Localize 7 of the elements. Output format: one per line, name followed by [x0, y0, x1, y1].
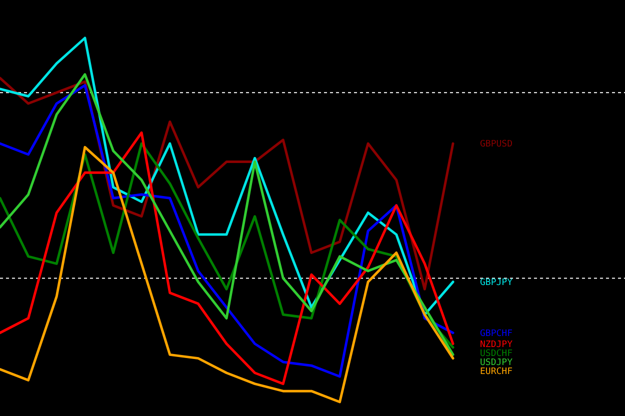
text: NZDJPY — [480, 340, 514, 350]
text: EURCHF — [480, 366, 513, 377]
text: USDCHF — [480, 348, 513, 359]
text: GBPJPY — [480, 278, 514, 288]
text: GBPCHF — [480, 328, 513, 339]
text: USDJPY — [480, 358, 514, 368]
text: GBPUSD — [480, 140, 513, 150]
